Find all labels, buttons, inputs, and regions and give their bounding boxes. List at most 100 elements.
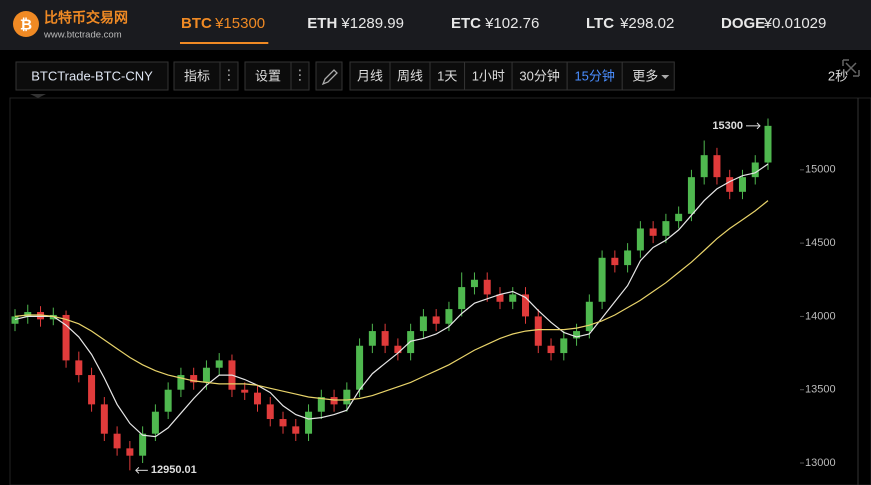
- candle-body: [292, 426, 300, 434]
- candle-body: [470, 279, 478, 288]
- candle-body: [700, 155, 708, 178]
- ticker-symbol[interactable]: DOGE: [721, 15, 765, 32]
- settings-button[interactable]: [244, 61, 292, 91]
- draw-tool-button[interactable]: [315, 61, 343, 91]
- indicators-label[interactable]: 指标: [184, 68, 210, 83]
- candle-body: [100, 404, 108, 434]
- candle-body: [24, 312, 32, 317]
- ticker-price[interactable]: ¥102.76: [484, 15, 539, 32]
- pair-button[interactable]: [15, 61, 169, 91]
- indicators-menu-button[interactable]: [219, 61, 239, 91]
- ticker-price[interactable]: ¥298.02: [619, 15, 674, 32]
- candle-body: [164, 389, 172, 412]
- candle-body: [317, 397, 325, 412]
- active-tab-underline: [180, 42, 269, 44]
- ticker-symbol[interactable]: ETC: [451, 15, 481, 32]
- settings-menu-button[interactable]: [290, 61, 310, 91]
- logo-icon[interactable]: [13, 11, 39, 37]
- y-tick-label: 13500: [805, 384, 836, 396]
- candle-body: [738, 177, 746, 192]
- candle-body: [266, 404, 274, 420]
- low-price-label: 12950.01: [151, 464, 197, 476]
- candle-body: [419, 316, 427, 332]
- candle-body: [560, 338, 568, 354]
- candle-body: [343, 389, 351, 405]
- candle-body: [177, 375, 185, 390]
- settings-label[interactable]: 设置: [255, 68, 281, 83]
- top-bar: [0, 0, 871, 50]
- candle-body: [522, 294, 530, 317]
- ticker-price[interactable]: ¥1289.99: [340, 15, 404, 32]
- candle-body: [649, 228, 657, 236]
- candle-body: [330, 397, 338, 405]
- period-button[interactable]: [389, 61, 431, 91]
- candle-body: [215, 360, 223, 368]
- candle-body: [458, 287, 466, 310]
- candle-body: [713, 155, 721, 178]
- period-label[interactable]: 30分钟: [519, 68, 559, 83]
- ticker-price[interactable]: ¥0.01029: [763, 15, 827, 32]
- ticker-symbol[interactable]: LTC: [586, 15, 614, 32]
- menu-dots: ⋮: [222, 67, 236, 83]
- candle-body: [445, 309, 453, 324]
- ticker-symbol[interactable]: BTC: [181, 15, 212, 32]
- candle-body: [585, 301, 593, 332]
- period-label[interactable]: 月线: [357, 68, 383, 83]
- period-button[interactable]: [349, 61, 391, 91]
- moving-average-line: [14, 200, 769, 401]
- candle-body: [611, 257, 619, 266]
- high-price-label: 15300: [712, 120, 743, 132]
- chart-area: [9, 97, 871, 485]
- candle-body: [151, 411, 159, 434]
- dropdown-notch: [30, 94, 46, 98]
- candle-body: [11, 316, 19, 324]
- candle-body: [432, 316, 440, 324]
- candle-body: [279, 419, 287, 427]
- candle-body: [534, 316, 542, 346]
- candle-body: [509, 294, 517, 302]
- logo-url: www.btctrade.com: [43, 30, 122, 41]
- candle-body: [636, 228, 644, 251]
- candle-body: [368, 331, 376, 346]
- candle-body: [496, 294, 504, 302]
- period-label[interactable]: 1天: [437, 68, 457, 83]
- candle-body: [62, 314, 70, 361]
- ticker-price[interactable]: ¥15300: [214, 15, 265, 32]
- period-label[interactable]: 周线: [397, 68, 423, 83]
- candle-body: [687, 177, 695, 214]
- candle-body: [126, 448, 134, 456]
- refresh-interval: 2秒: [828, 68, 848, 83]
- period-label[interactable]: 1小时: [472, 68, 505, 83]
- indicators-button[interactable]: [173, 61, 221, 91]
- y-tick-label: 14000: [805, 310, 836, 322]
- period-button[interactable]: [464, 61, 513, 91]
- period-button[interactable]: [511, 61, 568, 91]
- fullscreen-icon[interactable]: [842, 59, 860, 77]
- candle-body: [547, 345, 555, 354]
- candle-body: [37, 312, 45, 320]
- period-label[interactable]: 15分钟: [574, 68, 614, 83]
- ticker-symbol[interactable]: ETH: [307, 15, 337, 32]
- period-button[interactable]: [566, 61, 623, 91]
- candle-body: [190, 375, 198, 383]
- candle-body: [253, 392, 261, 405]
- candle-body: [88, 375, 96, 405]
- candle-body: [202, 367, 210, 383]
- candle-body: [381, 331, 389, 346]
- candle-body: [75, 360, 83, 376]
- candle-body: [139, 433, 147, 456]
- pencil-icon: [321, 69, 338, 86]
- candle-body: [49, 314, 57, 320]
- candle-body: [356, 345, 364, 390]
- pair-label[interactable]: BTCTrade-BTC-CNY: [31, 68, 153, 83]
- y-tick-label: 13000: [805, 457, 836, 469]
- more-caret: [661, 75, 670, 79]
- logo-title[interactable]: 比特币交易网: [44, 10, 128, 26]
- candle-body: [624, 250, 632, 266]
- candle-body: [675, 213, 683, 222]
- candle-body: [726, 177, 734, 192]
- more-label[interactable]: 更多: [632, 68, 658, 83]
- candle-body: [598, 257, 606, 302]
- candle-body: [573, 331, 581, 339]
